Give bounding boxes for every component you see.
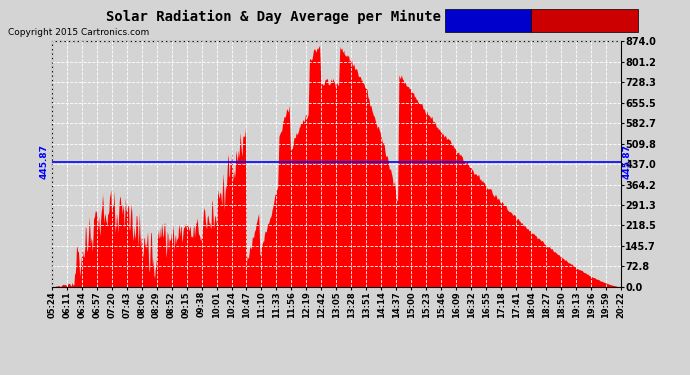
Text: Solar Radiation & Day Average per Minute Sat Jun 27 20:35: Solar Radiation & Day Average per Minute…	[106, 9, 584, 24]
Text: 445.87: 445.87	[622, 144, 631, 179]
Text: Radiation (w/m2): Radiation (w/m2)	[541, 16, 629, 25]
Text: Copyright 2015 Cartronics.com: Copyright 2015 Cartronics.com	[8, 28, 150, 37]
Text: Median (w/m2): Median (w/m2)	[451, 16, 526, 25]
Text: 445.87: 445.87	[40, 144, 49, 179]
